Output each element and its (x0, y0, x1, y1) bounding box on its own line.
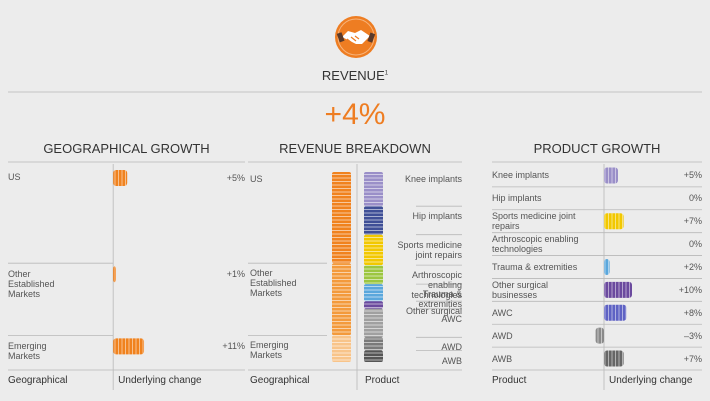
segment-label: US (250, 174, 263, 184)
value-label: +7% (683, 216, 702, 227)
panel-title: PRODUCT GROWTH (533, 141, 661, 156)
value-axis-label: Underlying change (609, 375, 693, 386)
category-label: Emerging Markets (8, 341, 47, 362)
stack-segment (364, 284, 383, 302)
value-label: +2% (683, 262, 702, 272)
segment-label: AWD (441, 342, 462, 353)
bar (604, 350, 624, 367)
category-label: Hip implants (492, 193, 542, 204)
column-label: Product (365, 375, 400, 386)
bar (604, 304, 627, 321)
column-label: Geographical (250, 375, 310, 386)
bar (113, 338, 145, 355)
category-label: AWD (492, 330, 513, 341)
stack-segment (364, 337, 383, 351)
stack-segment (332, 172, 351, 264)
category-label: Sports medicine joint repairs (492, 211, 576, 232)
stack-segment (332, 263, 351, 336)
bar (113, 170, 128, 186)
category-label: Other Established Markets (8, 269, 55, 300)
panel-title: GEOGRAPHICAL GROWTH (43, 141, 210, 156)
bar (604, 281, 632, 298)
value-label: +10% (678, 284, 702, 295)
category-axis-label: Geographical (8, 375, 68, 386)
stack-segment (364, 234, 383, 266)
stack-segment (364, 301, 383, 309)
segment-label: Other Established Markets (250, 268, 297, 299)
title-note: 1 (384, 70, 389, 77)
category-label: Knee implants (492, 170, 550, 181)
bar (604, 259, 610, 275)
category-label: Other surgical businesses (492, 279, 549, 300)
value-label: –3% (683, 330, 702, 341)
category-label: US (8, 172, 21, 182)
segment-label: Knee implants (404, 174, 462, 184)
segment-label: Emerging Markets (250, 340, 289, 361)
stack-segment (364, 172, 383, 207)
stack-segment (364, 308, 383, 338)
stack-segment (364, 206, 383, 235)
segment-label: Trauma & extremities (418, 289, 462, 310)
segment-label: AWB (441, 355, 462, 366)
segment-label: Sports medicine joint repairs (397, 239, 462, 260)
stack-segment (364, 265, 383, 285)
headline: +4% (324, 98, 386, 131)
value-label: +5% (226, 173, 245, 183)
revenue-icon (335, 16, 377, 58)
value-label: +5% (683, 170, 702, 181)
segment-label: AWC (441, 313, 462, 324)
bar (113, 266, 116, 283)
segment-label: Arthroscopic enabling technologies (411, 270, 462, 301)
category-axis-label: Product (492, 375, 527, 386)
category-label: AWB (492, 353, 513, 364)
value-label: +1% (226, 269, 245, 280)
panel-title: REVENUE BREAKDOWN (279, 141, 431, 156)
segment-label: Other surgical (405, 306, 462, 317)
bar (604, 213, 624, 230)
stack-segment (332, 335, 351, 362)
value-label: +7% (683, 353, 702, 364)
value-label: +11% (222, 341, 245, 352)
category-label: Arthroscopic enabling technologies (492, 234, 579, 255)
title-wrap: REVENUE1 (0, 68, 710, 83)
bar (604, 167, 618, 184)
value-label: +8% (683, 307, 702, 318)
value-label: 0% (688, 193, 702, 204)
bar (595, 327, 604, 344)
title: REVENUE (321, 68, 385, 83)
stack-segment (364, 350, 383, 362)
segment-label: Hip implants (412, 211, 462, 222)
category-label: Trauma & extremities (492, 262, 578, 272)
value-label: 0% (688, 239, 702, 250)
value-axis-label: Underlying change (118, 375, 202, 386)
category-label: AWC (492, 307, 513, 318)
